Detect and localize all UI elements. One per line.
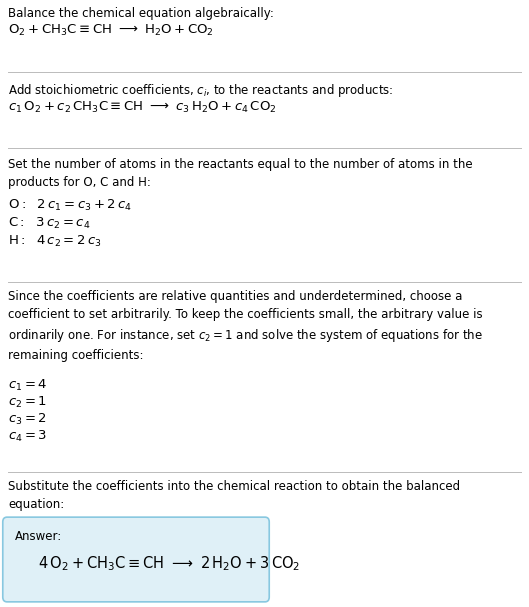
Text: $\mathrm{H:}\ \ 4\,c_2 = 2\,c_3$: $\mathrm{H:}\ \ 4\,c_2 = 2\,c_3$	[8, 234, 102, 249]
Text: $c_3 = 2$: $c_3 = 2$	[8, 412, 47, 427]
Text: $\mathrm{O:}\ \ 2\,c_1 = c_3 + 2\,c_4$: $\mathrm{O:}\ \ 2\,c_1 = c_3 + 2\,c_4$	[8, 198, 132, 213]
Text: $c_2 = 1$: $c_2 = 1$	[8, 395, 47, 410]
Text: $c_1 = 4$: $c_1 = 4$	[8, 378, 48, 393]
Text: Since the coefficients are relative quantities and underdetermined, choose a
coe: Since the coefficients are relative quan…	[8, 290, 483, 362]
Text: Add stoichiometric coefficients, $c_i$, to the reactants and products:: Add stoichiometric coefficients, $c_i$, …	[8, 82, 394, 99]
Text: $c_1\,\mathrm{O_2} + c_2\,\mathrm{CH_3C{\equiv}CH}\ \longrightarrow\ c_3\,\mathr: $c_1\,\mathrm{O_2} + c_2\,\mathrm{CH_3C{…	[8, 100, 277, 115]
Text: $c_4 = 3$: $c_4 = 3$	[8, 429, 47, 444]
Text: Set the number of atoms in the reactants equal to the number of atoms in the
pro: Set the number of atoms in the reactants…	[8, 158, 472, 189]
Text: Balance the chemical equation algebraically:: Balance the chemical equation algebraica…	[8, 7, 274, 20]
Text: $4\,\mathrm{O_2} + \mathrm{CH_3C{\equiv}CH}\ \longrightarrow\ 2\,\mathrm{H_2O} +: $4\,\mathrm{O_2} + \mathrm{CH_3C{\equiv}…	[38, 554, 300, 572]
Text: $\mathrm{O_2 + CH_3C{\equiv}CH\ \longrightarrow\ H_2O + CO_2}$: $\mathrm{O_2 + CH_3C{\equiv}CH\ \longrig…	[8, 23, 214, 38]
Text: Substitute the coefficients into the chemical reaction to obtain the balanced
eq: Substitute the coefficients into the che…	[8, 480, 460, 511]
Text: Answer:: Answer:	[15, 530, 62, 543]
Text: $\mathrm{C:}\ \ 3\,c_2 = c_4$: $\mathrm{C:}\ \ 3\,c_2 = c_4$	[8, 216, 90, 231]
